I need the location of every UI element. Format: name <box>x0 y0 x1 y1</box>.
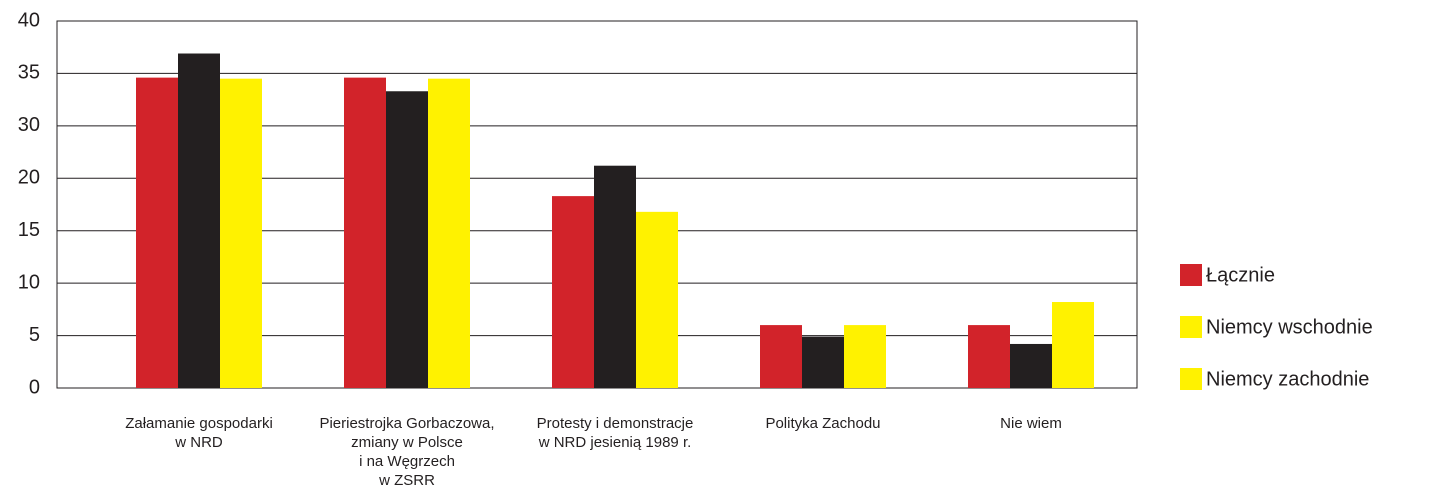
bar <box>802 336 844 388</box>
y-tick-label: 20 <box>18 167 40 189</box>
legend-swatch <box>1180 368 1202 390</box>
legend-label: Niemcy zachodnie <box>1206 368 1369 390</box>
bar <box>428 78 470 389</box>
bar <box>386 91 428 389</box>
bar <box>344 77 386 388</box>
x-tick-label: Pieriestrojka Gorbaczowa, zmiany w Polsc… <box>319 415 495 489</box>
legend-label: Niemcy wschodnie <box>1206 316 1373 338</box>
y-tick-label: 35 <box>18 62 40 84</box>
x-tick-label: Nie wiem <box>1000 415 1062 432</box>
y-tick-label: 40 <box>18 9 40 31</box>
legend-swatch <box>1180 316 1202 338</box>
bar <box>1010 343 1052 388</box>
x-tick-label: Polityka Zachodu <box>765 415 881 432</box>
bar <box>1052 302 1094 388</box>
bar <box>594 165 636 388</box>
legend-swatch <box>1180 264 1202 286</box>
bar <box>552 196 594 388</box>
y-tick-label: 0 <box>29 376 40 398</box>
y-tick-label: 5 <box>29 324 40 346</box>
bar <box>636 211 678 388</box>
bar <box>844 325 886 388</box>
bar <box>136 77 178 388</box>
bar <box>220 78 262 389</box>
legend-label: Łącznie <box>1206 264 1275 286</box>
bar <box>760 325 802 388</box>
y-tick-label: 30 <box>18 114 40 136</box>
y-tick-label: 15 <box>18 219 40 241</box>
x-tick-label: Protesty i demonstracje w NRD jesienią 1… <box>536 415 694 451</box>
y-tick-label: 10 <box>18 271 40 293</box>
bar <box>178 53 220 389</box>
bar <box>968 325 1010 388</box>
x-tick-label: Załamanie gospodarki w NRD <box>125 415 273 451</box>
